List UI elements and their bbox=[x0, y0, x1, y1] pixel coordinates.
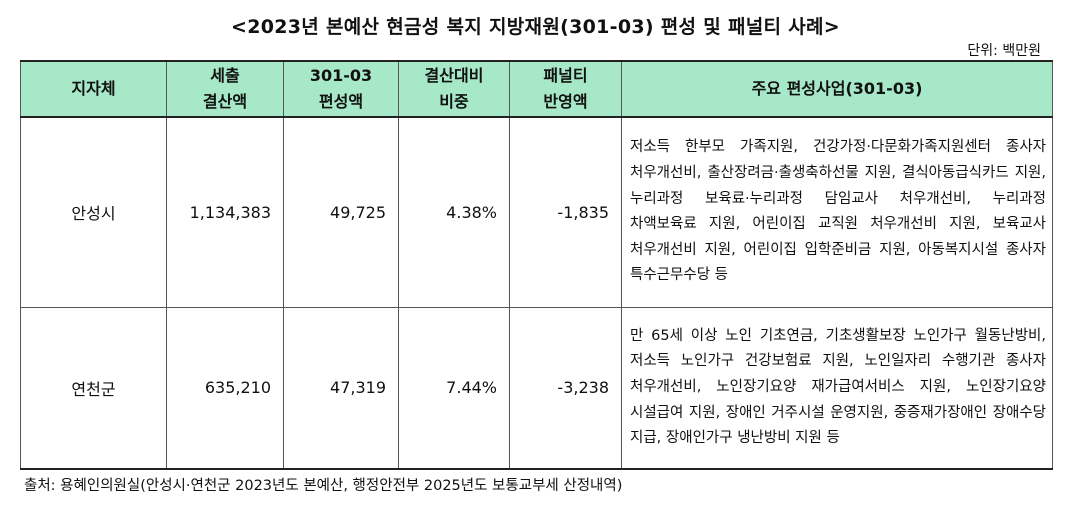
budget-table: 지자체 세출 결산액 301-03 편성액 결산대비 비중 패널티 반영액 주요… bbox=[20, 60, 1053, 470]
cell-ratio: 4.38% bbox=[398, 116, 510, 308]
cell-penalty: -3,238 bbox=[509, 306, 622, 470]
table-row: 안성시 1,134,383 49,725 4.38% -1,835 저소득 한부… bbox=[20, 116, 1053, 308]
document-title: <2023년 본예산 현금성 복지 지방재원(301-03) 편성 및 패널티 … bbox=[231, 16, 840, 38]
header-expenditure: 세출 결산액 bbox=[166, 60, 284, 118]
cell-ratio: 7.44% bbox=[398, 306, 510, 470]
cell-expenditure: 635,210 bbox=[166, 306, 284, 470]
cell-projects: 만 65세 이상 노인 기초연금, 기초생활보장 노인가구 월동난방비, 저소득… bbox=[621, 306, 1053, 470]
header-penalty: 패널티 반영액 bbox=[509, 60, 622, 118]
cell-municipality: 안성시 bbox=[20, 116, 167, 308]
header-budget: 301-03 편성액 bbox=[283, 60, 399, 118]
cell-expenditure: 1,134,383 bbox=[166, 116, 284, 308]
cell-budget: 49,725 bbox=[283, 116, 399, 308]
cell-penalty: -1,835 bbox=[509, 116, 622, 308]
header-municipality: 지자체 bbox=[20, 60, 167, 118]
cell-projects: 저소득 한부모 가족지원, 건강가정·다문화가족지원센터 종사자 처우개선비, … bbox=[621, 116, 1053, 308]
unit-label: 단위: 백만원 bbox=[967, 43, 1041, 59]
table-header-row: 지자체 세출 결산액 301-03 편성액 결산대비 비중 패널티 반영액 주요… bbox=[20, 60, 1053, 118]
cell-budget: 47,319 bbox=[283, 306, 399, 470]
table-row: 연천군 635,210 47,319 7.44% -3,238 만 65세 이상… bbox=[20, 306, 1053, 470]
header-projects: 주요 편성사업(301-03) bbox=[621, 60, 1053, 118]
cell-municipality: 연천군 bbox=[20, 306, 167, 470]
source-note: 출처: 용혜인의원실(안성시·연천군 2023년도 본예산, 행정안전부 202… bbox=[24, 478, 623, 494]
header-ratio: 결산대비 비중 bbox=[398, 60, 510, 118]
